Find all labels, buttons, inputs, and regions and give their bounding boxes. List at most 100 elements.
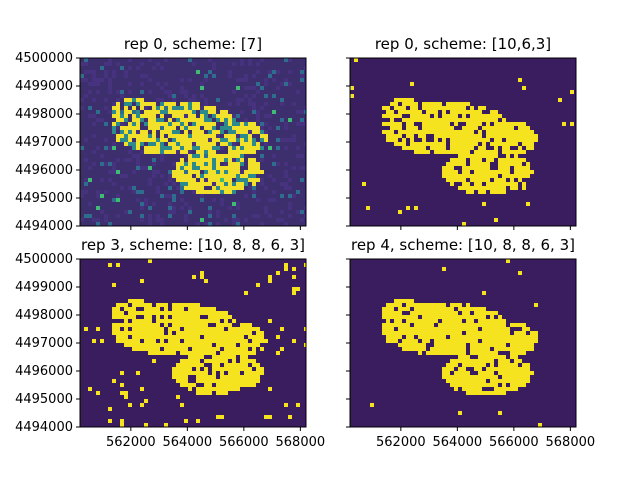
heatmap-cell <box>144 114 148 118</box>
heatmap-cell <box>180 403 184 407</box>
heatmap-cell <box>120 114 124 118</box>
heatmap-cell <box>212 122 216 126</box>
heatmap-cell <box>216 367 220 371</box>
heatmap-cell <box>188 78 192 82</box>
heatmap-cell <box>124 110 128 114</box>
y-tick-label: 4500000 <box>15 252 73 267</box>
heatmap-cell <box>486 367 490 371</box>
heatmap-cell <box>522 170 526 174</box>
heatmap-cell <box>124 319 128 323</box>
heatmap-cell <box>518 150 522 154</box>
heatmap-cell <box>268 114 272 118</box>
heatmap-cell <box>410 134 414 138</box>
heatmap-cell <box>184 134 188 138</box>
heatmap-cell <box>482 186 486 190</box>
heatmap-cell <box>470 359 474 363</box>
heatmap-cell <box>284 126 288 130</box>
heatmap-cell <box>216 315 220 319</box>
heatmap-cell <box>172 94 176 98</box>
heatmap-cell <box>212 178 216 182</box>
heatmap-cell <box>486 339 490 343</box>
heatmap-cell <box>244 351 248 355</box>
heatmap-cell <box>184 186 188 190</box>
heatmap-cell <box>148 331 152 335</box>
heatmap-cell <box>116 303 120 307</box>
heatmap-cell <box>132 311 136 315</box>
heatmap-cell <box>236 98 240 102</box>
heatmap-cell <box>188 387 192 391</box>
heatmap-cell <box>450 178 454 182</box>
heatmap-cell <box>228 367 232 371</box>
heatmap-cell <box>498 387 502 391</box>
heatmap-cell <box>486 122 490 126</box>
heatmap-cell <box>252 371 256 375</box>
heatmap-cell <box>462 142 466 146</box>
heatmap-cell <box>184 363 188 367</box>
heatmap-cell <box>176 166 180 170</box>
heatmap-cell <box>434 319 438 323</box>
heatmap-cell <box>470 178 474 182</box>
heatmap-cell <box>462 102 466 106</box>
heatmap-cell <box>442 327 446 331</box>
heatmap-cell <box>276 138 280 142</box>
heatmap-cell <box>522 343 526 347</box>
heatmap-cell <box>446 343 450 347</box>
heatmap-cell <box>232 162 236 166</box>
heatmap-cell <box>486 375 490 379</box>
heatmap-cell <box>506 367 510 371</box>
heatmap-cell <box>430 307 434 311</box>
heatmap-cell <box>220 379 224 383</box>
heatmap-cell <box>188 351 192 355</box>
heatmap-cell <box>192 166 196 170</box>
heatmap-cell <box>232 62 236 66</box>
heatmap-cell <box>386 323 390 327</box>
heatmap-cell <box>490 182 494 186</box>
heatmap-cell <box>462 150 466 154</box>
heatmap-cell <box>482 126 486 130</box>
heatmap-cell <box>292 267 296 271</box>
heatmap-cell <box>498 343 502 347</box>
heatmap-cell <box>486 130 490 134</box>
heatmap-cell <box>248 379 252 383</box>
heatmap-cell <box>398 323 402 327</box>
heatmap-cell <box>184 327 188 331</box>
heatmap-cell <box>454 331 458 335</box>
heatmap-cell <box>224 162 228 166</box>
heatmap-cell <box>272 190 276 194</box>
heatmap-cell <box>236 158 240 162</box>
heatmap-cell <box>180 78 184 82</box>
heatmap-cell <box>526 162 530 166</box>
heatmap-cell <box>514 375 518 379</box>
heatmap-cell <box>116 158 120 162</box>
heatmap-cell <box>232 150 236 154</box>
heatmap-cell <box>140 114 144 118</box>
heatmap-cell <box>128 343 132 347</box>
heatmap-cell <box>112 331 116 335</box>
heatmap-cell <box>200 347 204 351</box>
heatmap-cell <box>530 335 534 339</box>
heatmap-cell <box>192 98 196 102</box>
heatmap-cell <box>454 130 458 134</box>
heatmap-cell <box>422 138 426 142</box>
heatmap-cell <box>506 170 510 174</box>
heatmap-cell <box>506 138 510 142</box>
heatmap-cell <box>84 327 88 331</box>
heatmap-cell <box>490 130 494 134</box>
heatmap-cell <box>446 134 450 138</box>
heatmap-cell <box>430 347 434 351</box>
heatmap-cell <box>482 150 486 154</box>
heatmap-cell <box>438 150 442 154</box>
heatmap-cell <box>172 335 176 339</box>
heatmap-cell <box>240 138 244 142</box>
heatmap-cell <box>144 311 148 315</box>
heatmap-cell <box>196 367 200 371</box>
heatmap-cell <box>502 118 506 122</box>
heatmap-cell <box>212 74 216 78</box>
heatmap-cell <box>168 170 172 174</box>
heatmap-cell <box>136 66 140 70</box>
heatmap-cell <box>390 331 394 335</box>
heatmap-cell <box>200 134 204 138</box>
heatmap-cell <box>180 106 184 110</box>
heatmap-cell <box>100 339 104 343</box>
heatmap-cell <box>156 82 160 86</box>
